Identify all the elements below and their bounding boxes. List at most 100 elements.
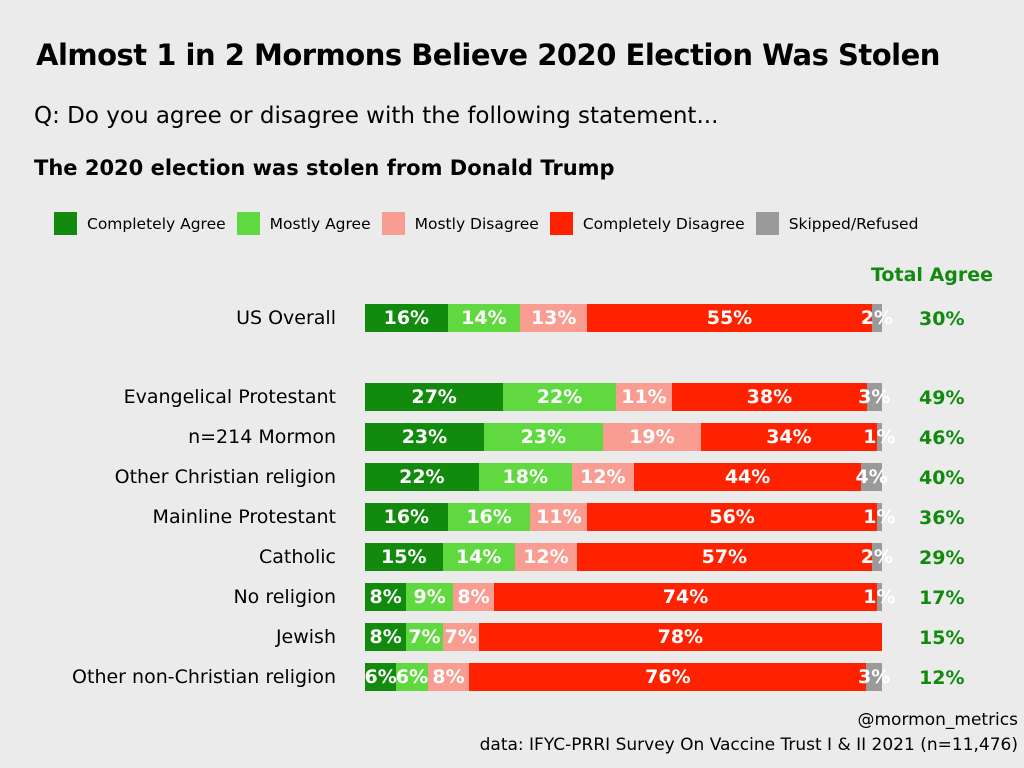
category-label: No religion xyxy=(233,586,336,608)
bar-segment xyxy=(530,503,588,531)
legend-item: Completely Disagree xyxy=(549,212,745,235)
legend-swatch xyxy=(236,212,260,235)
total-agree-value: 46% xyxy=(919,427,965,449)
data-label: 11% xyxy=(536,506,582,528)
data-label: 22% xyxy=(536,386,583,408)
data-label: 1% xyxy=(863,586,896,608)
total-agree-value: 29% xyxy=(919,547,965,569)
data-label: 1% xyxy=(863,506,896,528)
legend-label: Skipped/Refused xyxy=(788,214,919,233)
data-label: 8% xyxy=(432,666,465,688)
stacked-bar: 6% 6% 8% 76% 3% xyxy=(364,663,890,691)
stacked-bar: 16% 14% 13% 55% 2% xyxy=(365,304,893,332)
bar-segment xyxy=(494,583,877,611)
category-label: Other non-Christian religion xyxy=(72,666,336,688)
bar-segment xyxy=(514,543,577,571)
data-label: 14% xyxy=(455,546,502,568)
bar-segment xyxy=(861,463,882,491)
data-label: 74% xyxy=(662,586,709,608)
bar-segment xyxy=(478,623,882,651)
bar-segment xyxy=(633,463,862,491)
chart-subtitle: Q: Do you agree or disagree with the fol… xyxy=(34,103,719,129)
bar-segment xyxy=(571,463,634,491)
data-label: 14% xyxy=(461,307,507,329)
bar-segment xyxy=(406,583,453,611)
legend-swatch xyxy=(381,212,405,235)
data-label: 8% xyxy=(369,626,402,648)
total-agree-header: Total Agree xyxy=(871,264,993,286)
bar-segment xyxy=(587,304,872,332)
bar-segment xyxy=(866,663,882,691)
bar-segment xyxy=(876,583,882,611)
data-label: 2% xyxy=(860,546,893,568)
category-label: Catholic xyxy=(258,546,336,568)
data-label: 7% xyxy=(444,626,477,648)
data-label: 3% xyxy=(858,386,891,408)
bar-segment xyxy=(396,663,428,691)
bar-segment xyxy=(701,423,877,451)
legend: Completely Agree Mostly Agree Mostly Disag… xyxy=(54,212,929,235)
stacked-bar: 8% 9% 8% 74% 1% xyxy=(365,583,896,611)
bar-segment xyxy=(520,304,588,332)
bar-segment xyxy=(365,623,407,651)
footer-handle: @mormon_metrics xyxy=(857,710,1019,730)
bar-segment xyxy=(365,543,443,571)
data-label: 12% xyxy=(523,546,569,568)
data-label: 6% xyxy=(395,666,429,688)
bar-segment xyxy=(406,623,443,651)
bar-segment xyxy=(469,663,867,691)
bar-segment xyxy=(447,503,531,531)
data-label: 57% xyxy=(701,546,748,568)
legend-item: Completely Agree xyxy=(54,212,226,235)
footer-source: data: IFYC-PRRI Survey On Vaccine Trust … xyxy=(479,735,1018,755)
total-agree-value: 17% xyxy=(919,587,965,609)
data-label: 38% xyxy=(746,386,793,408)
data-label: 9% xyxy=(413,586,446,608)
bar-segment xyxy=(483,423,603,451)
bar-segment xyxy=(871,543,882,571)
total-agree-value: 40% xyxy=(919,467,965,489)
bar-segment xyxy=(427,663,470,691)
data-label: 23% xyxy=(401,426,448,448)
bar-segment xyxy=(452,583,495,611)
data-label: 6% xyxy=(364,666,397,688)
total-agree-value: 12% xyxy=(919,667,965,689)
legend-swatch xyxy=(54,212,77,235)
bar-segment xyxy=(576,543,872,571)
legend-item: Mostly Agree xyxy=(236,212,371,235)
stacked-bar: 8% 7% 7% 78% xyxy=(365,623,882,651)
data-label: 12% xyxy=(580,466,626,488)
legend-label: Completely Disagree xyxy=(582,214,745,233)
data-label: 15% xyxy=(381,546,427,568)
legend-label: Mostly Disagree xyxy=(414,214,539,233)
data-label: 16% xyxy=(466,506,512,528)
data-label: 11% xyxy=(621,386,667,408)
bar-segment xyxy=(365,304,448,332)
category-label: n=214 Mormon xyxy=(188,426,336,448)
data-label: 16% xyxy=(383,307,430,329)
data-label: 27% xyxy=(411,386,457,408)
bar-segment xyxy=(365,583,407,611)
legend-label: Completely Agree xyxy=(87,214,226,233)
stacked-bar: 23% 23% 19% 34% 1% xyxy=(365,423,896,451)
data-label: 16% xyxy=(383,506,430,528)
data-label: 8% xyxy=(457,586,490,608)
data-label: 76% xyxy=(645,666,691,688)
data-label: 1% xyxy=(863,426,896,448)
bar-segment xyxy=(365,663,397,691)
legend-item: Mostly Disagree xyxy=(381,212,539,235)
data-label: 55% xyxy=(706,307,753,329)
data-label: 44% xyxy=(724,466,771,488)
data-label: 78% xyxy=(657,626,704,648)
category-label: Jewish xyxy=(275,626,336,648)
legend-swatch xyxy=(755,212,779,235)
data-label: 8% xyxy=(369,586,402,608)
data-label: 34% xyxy=(766,426,812,448)
bar-segment xyxy=(866,383,882,411)
data-label: 19% xyxy=(629,426,675,448)
stacked-bar: 15% 14% 12% 57% 2% xyxy=(365,543,893,571)
bar-segment xyxy=(602,423,702,451)
bar-segment xyxy=(442,543,515,571)
data-label: 2% xyxy=(860,307,893,329)
